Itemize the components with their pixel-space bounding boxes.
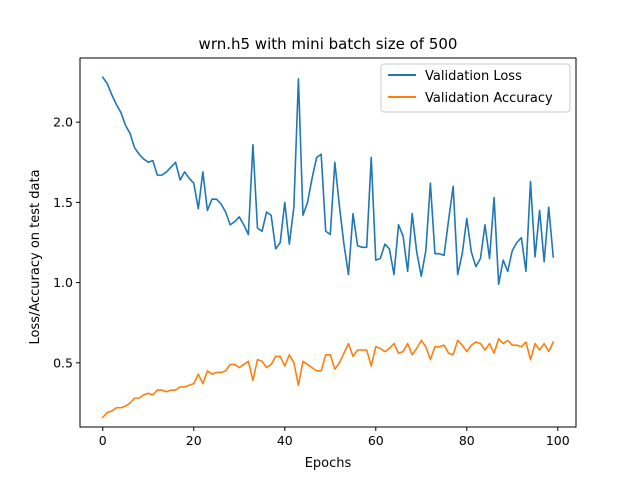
y-tick-label: 0.5 [53,355,73,370]
series-line-validation-accuracy [101,337,555,419]
y-axis-label: Loss/Accuracy on test data [28,169,43,344]
x-tick-label: 100 [546,433,570,448]
plot-area [80,58,576,427]
x-tick-label: 40 [277,433,293,448]
axes-frame [79,57,577,428]
x-tick-label: 0 [99,433,107,448]
plot-background [80,58,576,427]
legend: Validation Loss Validation Accuracy [380,63,571,113]
x-tick-label: 80 [459,433,475,448]
chart-title: wrn.h5 with mini batch size of 500 [199,35,458,53]
x-axis-label: Epochs [305,456,352,471]
axes-layer: 0 20 40 60 80 100 0.5 1.0 1.5 2.0 [53,57,577,448]
y-tick-label: 1.5 [53,195,73,210]
x-tick-label: 20 [186,433,202,448]
series-line-validation-loss [101,76,555,286]
x-tick-label: 60 [368,433,384,448]
y-tick-label: 1.0 [53,275,73,290]
legend-box [380,63,571,113]
series-layer [101,76,555,419]
legend-label-validation-loss: Validation Loss [425,69,522,84]
legend-label-validation-accuracy: Validation Accuracy [425,91,553,106]
y-tick-label: 2.0 [53,115,73,130]
